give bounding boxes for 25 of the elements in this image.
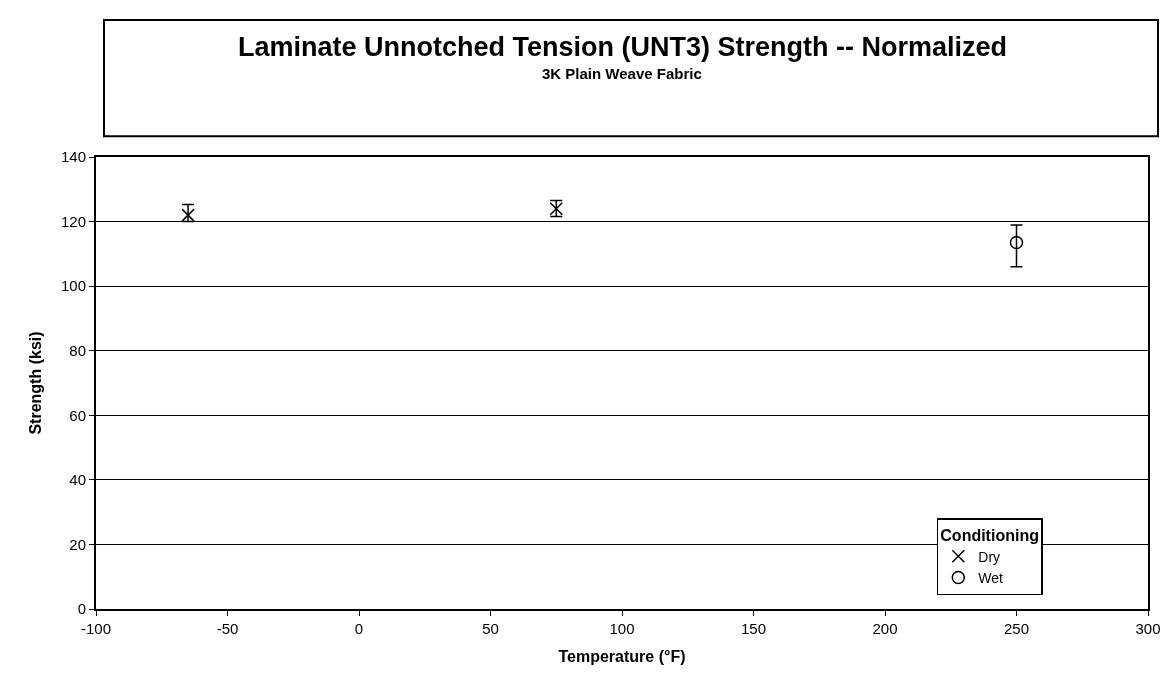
x-tick-label: 50	[482, 620, 499, 637]
y-tick-label: 120	[60, 212, 86, 230]
x-tick-label: 0	[354, 620, 364, 637]
chart-title: Laminate Unnotched Tension (UNT3) Strength -- Normalized	[238, 32, 1008, 62]
y-tick-label: 0	[77, 600, 86, 618]
y-tick-label: 140	[60, 148, 86, 166]
x-tick-label: 100	[609, 620, 635, 637]
x-tick-label: -50	[216, 620, 239, 637]
x-tick-label: 300	[1135, 620, 1161, 637]
y-tick-label: 100	[60, 277, 86, 295]
y-tick-label: 80	[69, 341, 86, 359]
y-axis-title: Strength (ksi)	[27, 331, 45, 435]
y-tick-label: 40	[69, 471, 86, 489]
x-axis-title: Temperature (°F)	[558, 648, 686, 666]
y-tick-label: 60	[69, 406, 86, 424]
y-tick-label: 20	[69, 535, 86, 553]
legend-label: Dry	[978, 548, 1001, 565]
x-tick-label: 200	[872, 620, 898, 637]
x-tick-label: 250	[1003, 620, 1030, 637]
x-tick-label: -100	[80, 620, 112, 637]
legend-title: Conditioning	[940, 526, 1039, 544]
x-tick-label: 150	[740, 620, 767, 637]
chart-subtitle: 3K Plain Weave Fabric	[542, 65, 702, 82]
legend-label: Wet	[978, 570, 1004, 586]
point	[1009, 235, 1024, 250]
